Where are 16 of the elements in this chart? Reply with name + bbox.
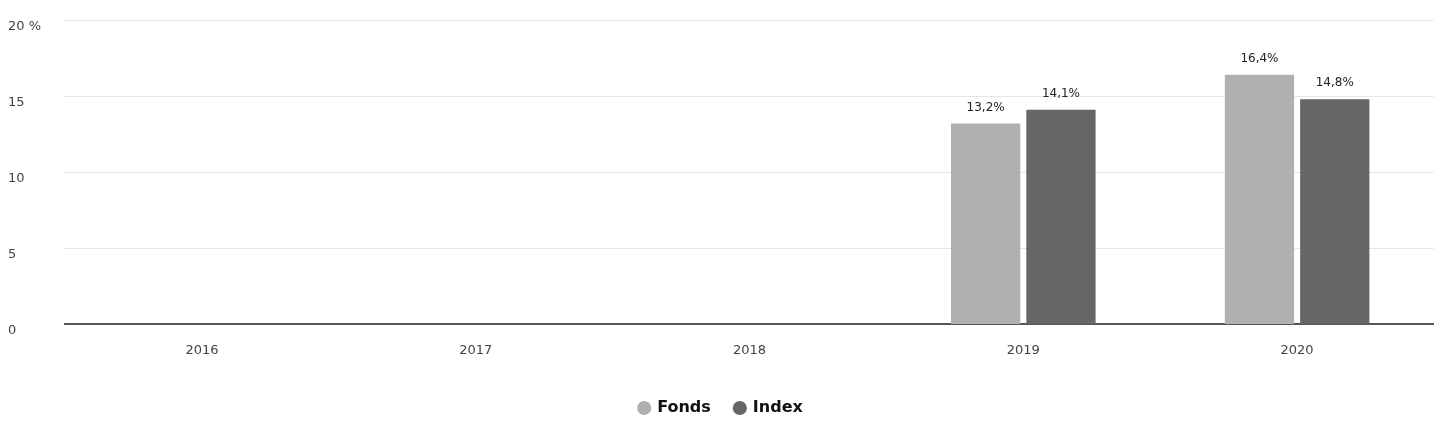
x-tick-label: 2017 — [459, 341, 493, 357]
legend-label: Index — [752, 397, 804, 417]
x-tick-label: 2018 — [732, 341, 767, 357]
y-tick-label: 5 — [8, 246, 17, 262]
data-label: 13,2% — [966, 99, 1005, 114]
x-tick-label: 2019 — [1006, 341, 1040, 357]
y-tick-label: 15 — [8, 93, 25, 109]
legend-label: Fonds — [657, 397, 711, 417]
x-tick-label: 2016 — [185, 341, 219, 357]
data-label: 16,4% — [1240, 50, 1279, 65]
y-tick-label: 10 — [8, 170, 25, 186]
y-tick-label: 20 % — [8, 17, 42, 33]
data-label: 14,8% — [1315, 75, 1354, 90]
y-tick-label: 0 — [8, 322, 17, 338]
data-label: 14,1% — [1041, 85, 1081, 100]
x-tick-label: 2020 — [1280, 341, 1314, 357]
